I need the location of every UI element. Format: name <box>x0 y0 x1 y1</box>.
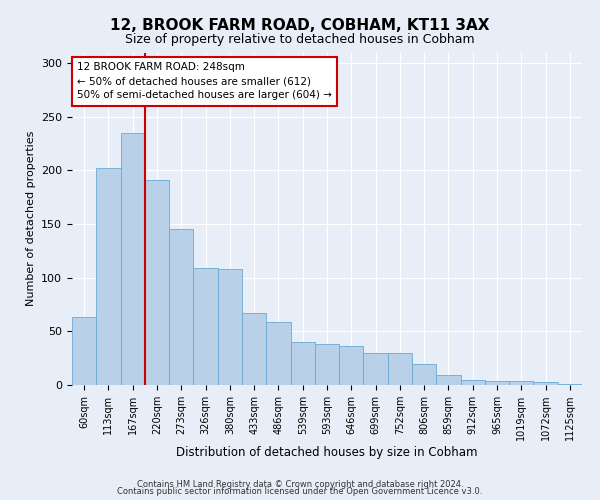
Y-axis label: Number of detached properties: Number of detached properties <box>26 131 35 306</box>
Bar <box>193 268 218 385</box>
Bar <box>145 180 169 385</box>
Bar <box>266 322 290 385</box>
Bar <box>388 353 412 385</box>
Bar <box>315 344 339 385</box>
Bar <box>364 353 388 385</box>
Bar <box>169 230 193 385</box>
Bar <box>242 313 266 385</box>
Bar <box>533 382 558 385</box>
Bar <box>436 376 461 385</box>
Bar <box>218 269 242 385</box>
Text: Size of property relative to detached houses in Cobham: Size of property relative to detached ho… <box>125 32 475 46</box>
Bar <box>339 346 364 385</box>
Bar <box>96 168 121 385</box>
Text: 12 BROOK FARM ROAD: 248sqm
← 50% of detached houses are smaller (612)
50% of sem: 12 BROOK FARM ROAD: 248sqm ← 50% of deta… <box>77 62 332 100</box>
Bar <box>121 133 145 385</box>
X-axis label: Distribution of detached houses by size in Cobham: Distribution of detached houses by size … <box>176 446 478 459</box>
Bar <box>72 318 96 385</box>
Bar <box>485 380 509 385</box>
Bar <box>558 384 582 385</box>
Text: Contains HM Land Registry data © Crown copyright and database right 2024.: Contains HM Land Registry data © Crown c… <box>137 480 463 489</box>
Bar <box>290 342 315 385</box>
Text: 12, BROOK FARM ROAD, COBHAM, KT11 3AX: 12, BROOK FARM ROAD, COBHAM, KT11 3AX <box>110 18 490 32</box>
Text: Contains public sector information licensed under the Open Government Licence v3: Contains public sector information licen… <box>118 488 482 496</box>
Bar <box>461 380 485 385</box>
Bar <box>412 364 436 385</box>
Bar <box>509 380 533 385</box>
